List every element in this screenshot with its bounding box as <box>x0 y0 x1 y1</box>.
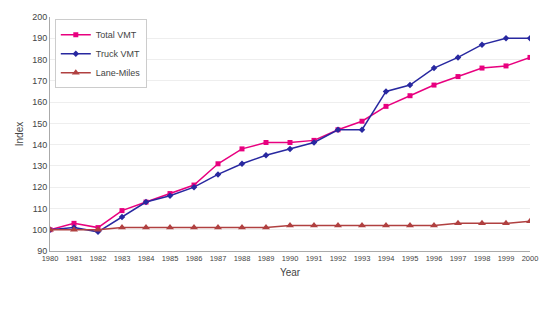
svg-text:1984: 1984 <box>138 254 155 263</box>
svg-text:160: 160 <box>32 97 47 107</box>
svg-text:1991: 1991 <box>306 254 323 263</box>
svg-text:1997: 1997 <box>450 254 467 263</box>
svg-text:1992: 1992 <box>330 254 347 263</box>
svg-text:1989: 1989 <box>258 254 275 263</box>
svg-text:2000: 2000 <box>522 254 539 263</box>
svg-text:Source: U.S. Department of Tr: Source: U.S. Department of Transportatio… <box>59 330 493 331</box>
svg-text:1995: 1995 <box>402 254 419 263</box>
svg-text:200: 200 <box>32 12 47 22</box>
svg-text:1993: 1993 <box>354 254 371 263</box>
svg-text:1990: 1990 <box>282 254 299 263</box>
svg-text:Total VMT: Total VMT <box>96 30 137 40</box>
svg-text:90: 90 <box>37 246 47 256</box>
svg-text:1983: 1983 <box>114 254 131 263</box>
svg-text:130: 130 <box>32 161 47 171</box>
svg-text:1994: 1994 <box>378 254 395 263</box>
svg-text:1998: 1998 <box>474 254 491 263</box>
svg-text:120: 120 <box>32 182 47 192</box>
svg-text:170: 170 <box>32 76 47 86</box>
svg-text:180: 180 <box>32 55 47 65</box>
svg-text:110: 110 <box>33 204 47 214</box>
svg-text:1985: 1985 <box>162 254 179 263</box>
svg-text:Index: Index <box>14 122 25 146</box>
svg-text:1982: 1982 <box>90 254 107 263</box>
svg-text:1980: 1980 <box>42 254 59 263</box>
svg-text:1996: 1996 <box>426 254 443 263</box>
svg-text:150: 150 <box>32 119 47 129</box>
svg-text:1999: 1999 <box>498 254 515 263</box>
svg-text:190: 190 <box>32 33 47 43</box>
svg-text:Truck VMT: Truck VMT <box>96 49 140 59</box>
svg-text:100: 100 <box>32 225 47 235</box>
svg-text:1981: 1981 <box>66 254 83 263</box>
svg-text:1986: 1986 <box>186 254 203 263</box>
svg-text:1988: 1988 <box>234 254 251 263</box>
svg-text:Year: Year <box>280 267 301 278</box>
svg-text:1987: 1987 <box>210 254 227 263</box>
svg-text:Lane-Miles: Lane-Miles <box>96 68 141 78</box>
svg-text:140: 140 <box>32 140 47 150</box>
